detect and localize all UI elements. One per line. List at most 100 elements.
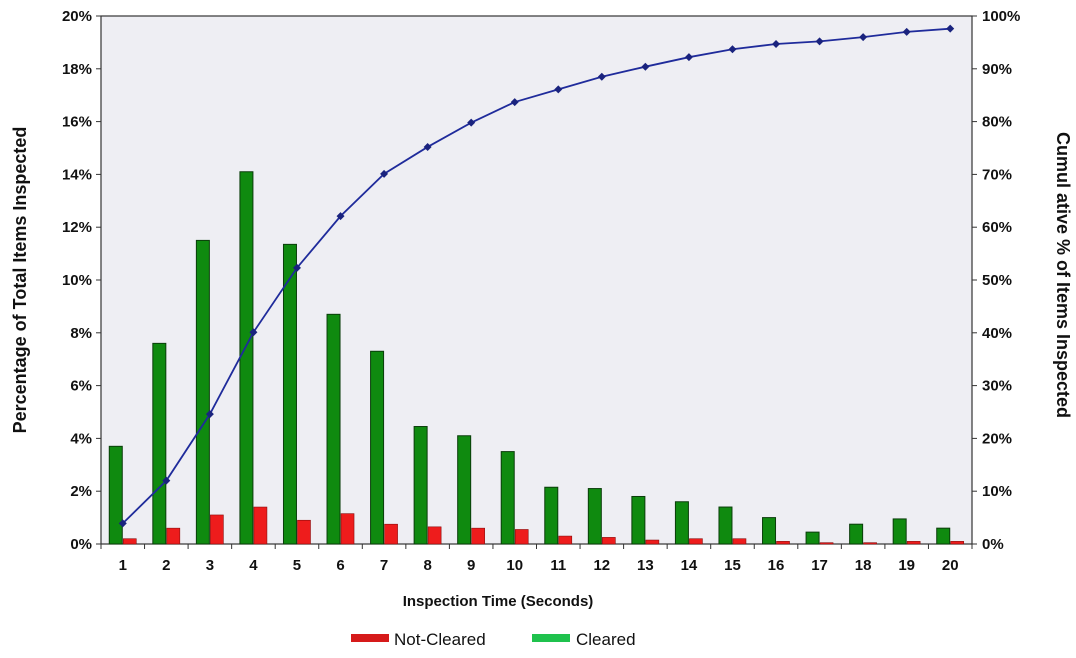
cumulative-point-17 xyxy=(815,37,824,46)
cumulative-line-group xyxy=(118,24,955,528)
bar-not-cleared-18 xyxy=(863,542,877,545)
bar-cleared-12 xyxy=(587,488,602,545)
bar-cleared-14 xyxy=(674,501,689,545)
legend-label-not-cleared: Not-Cleared xyxy=(394,630,486,649)
bar-not-cleared-17 xyxy=(819,542,834,545)
bar-cleared-9 xyxy=(457,435,472,545)
bar-cleared-17 xyxy=(805,531,820,545)
x-tick-label-9: 9 xyxy=(467,557,475,574)
x-tick-label-4: 4 xyxy=(249,557,258,574)
y-left-tick-label: 0% xyxy=(70,536,92,553)
bar-cleared-5 xyxy=(282,243,297,545)
x-tick-label-2: 2 xyxy=(162,557,170,574)
x-tick-label-10: 10 xyxy=(506,557,523,574)
legend-swatch-cleared xyxy=(532,634,570,642)
x-axis-ticks: 1 2 3 4 5 6 7 8 9 10 11 12 13 14 15 16 17 18 19 20 xyxy=(100,544,973,574)
x-tick-label-6: 6 xyxy=(336,557,344,574)
y-right-tick-label: 70% xyxy=(982,166,1012,183)
cumulative-point-12 xyxy=(597,72,606,81)
bar-cleared-2 xyxy=(152,342,167,545)
bar-not-cleared-4 xyxy=(253,506,268,545)
bar-not-cleared-8 xyxy=(427,526,442,545)
y-left-tick-label: 20% xyxy=(62,8,92,25)
legend: Not-Cleared Cleared xyxy=(351,630,636,649)
x-axis-title: Inspection Time (Seconds) xyxy=(403,593,594,610)
bar-not-cleared-13 xyxy=(645,539,660,545)
y-right-tick-label: 60% xyxy=(982,219,1012,236)
bar-cleared-4 xyxy=(239,171,254,545)
x-tick-label-13: 13 xyxy=(637,557,654,574)
y-left-tick-label: 16% xyxy=(62,114,92,131)
x-tick-label-15: 15 xyxy=(724,557,741,574)
x-tick-label-16: 16 xyxy=(768,557,785,574)
y-left-tick-label: 14% xyxy=(62,166,92,183)
y-right-tick-label: 100% xyxy=(982,8,1020,25)
x-tick-label-5: 5 xyxy=(293,557,301,574)
cumulative-point-13 xyxy=(641,62,650,71)
y-right-tick-label: 50% xyxy=(982,272,1012,289)
bar-not-cleared-16 xyxy=(776,541,790,545)
x-tick-label-20: 20 xyxy=(942,557,959,574)
y-left-tick-label: 4% xyxy=(70,430,92,447)
bar-cleared-1 xyxy=(108,445,123,545)
y-left-tick-label: 8% xyxy=(70,325,92,342)
y-left-tick-label: 2% xyxy=(70,483,92,500)
bar-not-cleared-19 xyxy=(906,541,921,545)
bar-cleared-3 xyxy=(195,239,210,545)
x-tick-label-17: 17 xyxy=(811,557,828,574)
bar-not-cleared-15 xyxy=(732,538,747,545)
y-right-tick-label: 80% xyxy=(982,114,1012,131)
y-left-tick-label: 12% xyxy=(62,219,92,236)
cumulative-point-2 xyxy=(162,476,171,485)
x-tick-label-3: 3 xyxy=(206,557,214,574)
x-tick-label-14: 14 xyxy=(681,557,698,574)
y-right-tick-label: 20% xyxy=(982,430,1012,447)
cumulative-line xyxy=(122,27,951,525)
cumulative-point-6 xyxy=(336,212,345,221)
y-left-tick-label: 10% xyxy=(62,272,92,289)
cumulative-point-18 xyxy=(859,33,868,42)
legend-swatch-not-cleared xyxy=(351,634,389,642)
bar-not-cleared-12 xyxy=(602,537,616,545)
x-tick-label-18: 18 xyxy=(855,557,872,574)
bar-not-cleared-1 xyxy=(122,538,137,545)
bar-cleared-11 xyxy=(544,486,559,545)
cumulative-point-10 xyxy=(510,98,519,107)
y-axis-right-title: Cumul ative % of Items Inspected xyxy=(1053,132,1073,418)
cumulative-point-7 xyxy=(380,169,389,178)
x-tick-label-11: 11 xyxy=(550,557,566,574)
bar-cleared-19 xyxy=(892,518,907,545)
bar-cleared-20 xyxy=(936,527,951,545)
bar-not-cleared-3 xyxy=(210,514,224,545)
cumulative-point-3 xyxy=(205,410,214,419)
x-tick-label-12: 12 xyxy=(593,557,610,574)
cumulative-point-19 xyxy=(902,27,911,36)
y-axis-left-ticks: 0% 2% 4% 6% 8% 10% 12% 14% 16% 18% 20% xyxy=(62,8,101,553)
y-right-tick-label: 0% xyxy=(982,536,1004,553)
bar-not-cleared-10 xyxy=(514,529,529,545)
bar-not-cleared-5 xyxy=(297,519,311,545)
cumulative-point-9 xyxy=(467,118,476,127)
cumulative-point-8 xyxy=(423,142,432,151)
bar-not-cleared-20 xyxy=(950,541,965,545)
cumulative-point-5 xyxy=(292,263,301,272)
y-right-tick-label: 10% xyxy=(982,483,1012,500)
legend-label-cleared: Cleared xyxy=(576,630,636,649)
x-tick-label-1: 1 xyxy=(119,557,127,574)
bar-cleared-8 xyxy=(413,426,428,545)
bar-cleared-10 xyxy=(500,451,515,545)
cumulative-point-20 xyxy=(946,24,955,33)
cumulative-point-14 xyxy=(684,53,693,62)
bar-not-cleared-11 xyxy=(558,535,573,545)
x-tick-label-19: 19 xyxy=(898,557,915,574)
y-axis-left-title: Percentage of Total Items Inspected xyxy=(10,127,30,434)
y-left-tick-label: 6% xyxy=(70,378,92,395)
bar-not-cleared-14 xyxy=(689,538,703,545)
x-tick-label-8: 8 xyxy=(423,557,431,574)
cumulative-point-15 xyxy=(728,45,737,54)
y-left-tick-label: 18% xyxy=(62,61,92,78)
cumulative-point-1 xyxy=(118,519,127,528)
bar-cleared-18 xyxy=(849,523,864,545)
